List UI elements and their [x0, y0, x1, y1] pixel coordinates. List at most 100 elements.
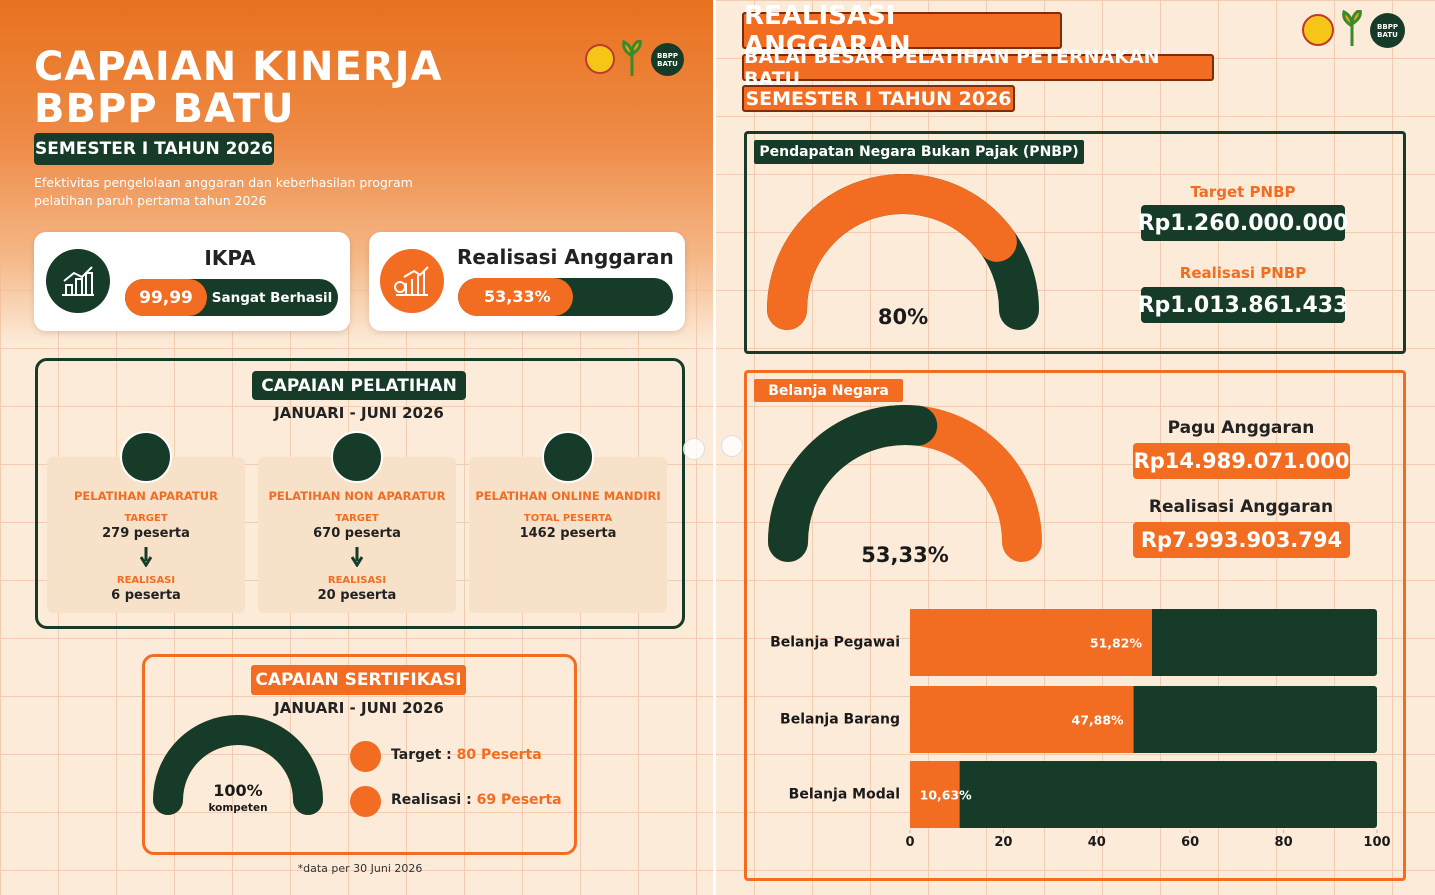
- bar: [910, 609, 1152, 676]
- realisasi-value: 20 peserta: [317, 588, 397, 603]
- gauge-caption: kompeten: [208, 802, 267, 814]
- logo-text: BBPP BATU: [1377, 22, 1398, 39]
- realisasi-label: REALISASI: [327, 575, 387, 586]
- pelatihan-icon: [331, 431, 383, 483]
- carousel-next[interactable]: [683, 438, 705, 460]
- logo-bbpp: BBPP BATU: [651, 43, 684, 76]
- sertifikasi-title: CAPAIAN SERTIFIKASI: [251, 665, 466, 695]
- x-tick-label: 20: [994, 835, 1012, 850]
- pelatihan-period: JANUARI - JUNI 2026: [274, 404, 444, 422]
- gauge-label: 53,33%: [861, 543, 948, 567]
- x-tick-label: 100: [1363, 835, 1390, 850]
- target-label: TARGET: [124, 513, 168, 524]
- gauge-value: [153, 715, 323, 815]
- arrow-icon: [139, 547, 153, 568]
- logo-plant: [1340, 7, 1364, 46]
- pagu-label: Pagu Anggaran: [1167, 418, 1315, 438]
- realisasi-bar-label: 53,33%: [484, 287, 551, 306]
- x-tick-label: 60: [1181, 835, 1199, 850]
- realisasi-title: Realisasi Anggaran: [457, 245, 674, 269]
- right-badge: SEMESTER I TAHUN 2026: [742, 85, 1015, 112]
- target-label: TARGET: [335, 513, 379, 524]
- x-tick-label: 0: [905, 835, 914, 850]
- pelatihan-title: CAPAIAN PELATIHAN: [252, 371, 466, 400]
- logo-plant: [620, 37, 644, 76]
- target-icon: [350, 741, 381, 772]
- category-label: Belanja Modal: [789, 787, 900, 803]
- category-label: Belanja Pegawai: [770, 635, 900, 651]
- pelatihan-card: [47, 457, 245, 613]
- ikpa-value: 99,99: [125, 279, 207, 316]
- footnote: *data per 30 Juni 2026: [297, 862, 423, 875]
- pnbp-real-label: Realisasi PNBP: [1179, 264, 1307, 282]
- realisasi-bar-track: 53,33%: [458, 278, 673, 316]
- pelatihan-icon: [120, 431, 172, 483]
- realisasi-icon-small: [350, 786, 381, 817]
- pelatihan-icon: [542, 431, 594, 483]
- semester-badge: SEMESTER I TAHUN 2026: [34, 133, 274, 165]
- arrow-down: [139, 547, 153, 568]
- gauge-label: 100%: [213, 781, 262, 800]
- sertifikasi-box: [142, 654, 577, 855]
- plant-icon: [622, 37, 642, 76]
- pelatihan-box: [35, 358, 685, 629]
- target-label: TOTAL PESERTA: [523, 513, 613, 524]
- pelatihan-name: PELATIHAN APARATUR: [74, 489, 218, 503]
- sertifikasi-period: JANUARI - JUNI 2026: [274, 699, 444, 717]
- bar-value-label: 10,63%: [920, 788, 973, 803]
- realisasi-label: Realisasi :: [391, 792, 472, 808]
- target-value: 670 peserta: [313, 526, 401, 541]
- gauge-label: 80%: [878, 305, 928, 329]
- arrow-icon: [350, 547, 364, 568]
- realisasi-icon: [380, 249, 444, 313]
- realisasi-label: REALISASI: [116, 575, 176, 586]
- arrow-down: [350, 547, 364, 568]
- title-line: BBPP BATU: [34, 86, 295, 132]
- carousel-prev[interactable]: [721, 435, 743, 457]
- logo-kementan: [1302, 14, 1334, 46]
- plant-icon: [1342, 7, 1362, 46]
- panel-divider: [713, 0, 716, 895]
- pnbp-box: [744, 131, 1406, 354]
- x-tick-label: 40: [1088, 835, 1106, 850]
- bar-value-label: 51,82%: [1090, 636, 1143, 651]
- pelatihan-card: [469, 457, 667, 613]
- belanja-box: [744, 370, 1406, 881]
- logo-bbpp: BBPP BATU: [1370, 13, 1405, 48]
- main-title: CAPAIAN KINERJA BBPP BATU: [34, 46, 442, 130]
- gauge-value: [768, 405, 938, 562]
- target-label: Target :: [391, 747, 452, 763]
- target-value: 80 Peserta: [456, 747, 542, 763]
- title-line: CAPAIAN KINERJA: [34, 44, 443, 90]
- belanja-real-value: Rp7.993.903.794: [1133, 522, 1350, 558]
- ikpa-icon: [46, 249, 110, 313]
- realisasi-bar-fill: [458, 278, 573, 316]
- realisasi-value: 69 Peserta: [476, 792, 562, 808]
- bar: [910, 761, 960, 828]
- logo-text: BBPP BATU: [657, 51, 678, 68]
- ikpa-title: IKPA: [204, 246, 256, 270]
- category-label: Belanja Barang: [780, 712, 900, 728]
- belanja-title: Belanja Negara: [754, 379, 903, 402]
- pnbp-title: Pendapatan Negara Bukan Pajak (PNBP): [754, 140, 1084, 164]
- gauge-value: [767, 174, 1017, 330]
- subtitle: Efektivitas pengelolaan anggaran dan keb…: [34, 175, 413, 208]
- ikpa-status: Sangat Berhasil: [211, 289, 333, 306]
- pelatihan-card: [258, 457, 456, 613]
- realisasi-value: 6 peserta: [111, 588, 181, 603]
- bar-track: [910, 761, 1377, 828]
- chart-icon: [62, 266, 94, 296]
- right-title: REALISASI ANGGARAN: [742, 1, 1062, 61]
- pnbp-real: Rp1.013.861.433: [1138, 287, 1348, 323]
- pnbp-target-label: Target PNBP: [1190, 183, 1296, 201]
- bar-value-label: 47,88%: [1072, 713, 1125, 728]
- pagu-value: Rp14.989.071.000: [1133, 443, 1350, 479]
- pelatihan-name: PELATIHAN NON APARATUR: [268, 489, 446, 503]
- sertifikasi-realisasi: Realisasi : 69 Peserta: [391, 792, 562, 808]
- belanja-real-label: Realisasi Anggaran: [1148, 497, 1334, 517]
- target-value: 279 peserta: [102, 526, 190, 541]
- x-tick-label: 80: [1275, 835, 1293, 850]
- bar: [910, 686, 1134, 753]
